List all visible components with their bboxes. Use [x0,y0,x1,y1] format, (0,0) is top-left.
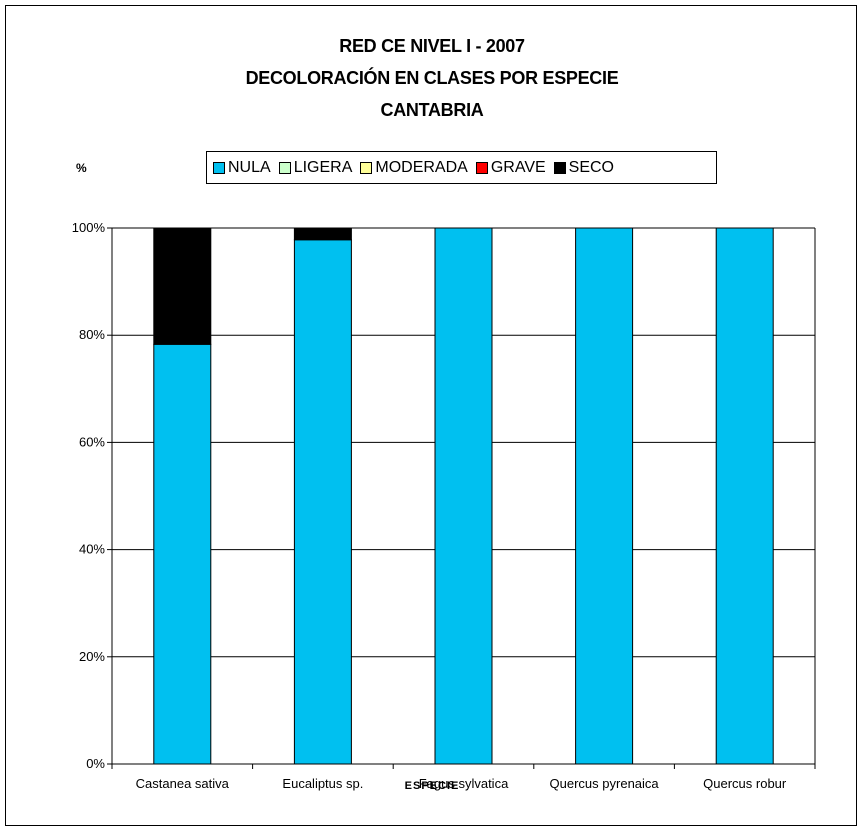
legend-swatch-moderada [360,161,373,174]
bar-nula-4 [715,227,774,765]
chart-title-line-2: DECOLORACIÓN EN CLASES POR ESPECIE [245,68,619,88]
bar-nula-0 [153,343,212,765]
y-tick-label: 100% [72,220,106,235]
chart-legend: NULA LIGERA MODERADA GRAVE SECO [206,151,717,184]
x-tick-label: Castanea sativa [136,776,230,791]
legend-swatch-ligera [278,161,291,174]
legend-swatch-nula [213,161,225,174]
legend-swatch-grave [475,161,488,174]
legend-label-grave: GRAVE [490,158,546,176]
x-tick-label: Fagus sylvatica [419,776,509,791]
legend-label-seco: SECO [568,158,614,176]
legend-label-ligera: LIGERA [293,158,353,176]
x-tick-label: Quercus pyrenaica [550,776,660,791]
bar-nula-1 [293,239,352,765]
y-tick-label: 60% [79,434,105,449]
legend-item-grave: GRAVE [475,158,546,177]
legend-swatch-seco [553,161,566,174]
bar-nula-3 [575,227,634,765]
x-axis-title: ESPECIE [404,780,460,792]
unit-label: % [76,161,87,175]
chart-frame [5,5,857,826]
y-tick-label: 20% [79,649,105,664]
legend-label-moderada: MODERADA [375,158,468,176]
y-tick-label: 0% [86,756,105,771]
x-tick-label: Eucaliptus sp. [282,776,363,791]
x-tick-label: Quercus robur [703,776,787,791]
legend-item-moderada: MODERADA [360,158,468,177]
bar-nula-2 [434,227,493,765]
y-tick-label: 80% [79,327,105,342]
bar-seco-1 [293,227,352,241]
legend-item-seco: SECO [553,158,614,177]
y-tick-label: 40% [79,542,105,557]
legend-item-ligera: LIGERA [278,158,353,177]
bar-seco-0 [153,227,212,345]
chart-title-line-3: CANTABRIA [380,100,484,120]
legend-label-nula: NULA [228,158,271,176]
legend-item-nula: NULA [213,159,271,177]
chart-title-line-1: RED CE NIVEL I - 2007 [339,36,525,56]
